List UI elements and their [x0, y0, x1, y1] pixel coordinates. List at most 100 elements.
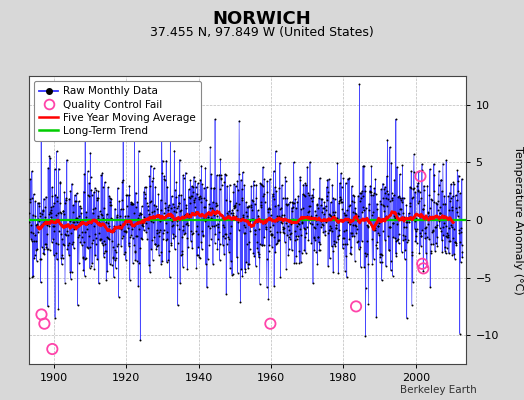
- Point: [39, 246, 48, 252]
- Point: [386, 224, 395, 230]
- Point: [144, 202, 152, 209]
- Point: [128, 201, 137, 207]
- Point: [158, 157, 167, 164]
- Point: [160, 173, 168, 179]
- Point: [121, 213, 129, 220]
- Point: [189, 230, 198, 236]
- Point: [276, 160, 284, 166]
- Point: [381, 263, 390, 269]
- Point: [94, 280, 103, 287]
- Point: [250, 226, 259, 233]
- Point: [304, 237, 313, 244]
- Point: [326, 211, 334, 218]
- Point: [101, 240, 109, 247]
- Point: [46, 214, 54, 221]
- Point: [328, 228, 336, 234]
- Point: [64, 252, 73, 258]
- Point: [103, 268, 112, 274]
- Point: [449, 234, 457, 241]
- Point: [30, 255, 38, 261]
- Point: [257, 202, 265, 208]
- Point: [123, 203, 131, 209]
- Point: [34, 200, 42, 206]
- Point: [139, 218, 148, 224]
- Point: [51, 240, 60, 246]
- Point: [221, 235, 229, 242]
- Point: [403, 215, 412, 222]
- Point: [389, 220, 397, 226]
- Point: [243, 204, 252, 210]
- Point: [121, 228, 129, 234]
- Point: [426, 284, 434, 290]
- Point: [49, 223, 58, 229]
- Point: [356, 190, 364, 196]
- Point: [256, 204, 265, 210]
- Point: [240, 182, 248, 188]
- Point: [226, 210, 235, 216]
- Point: [416, 230, 424, 236]
- Point: [154, 206, 162, 212]
- Point: [346, 221, 354, 227]
- Point: [391, 116, 400, 122]
- Point: [376, 198, 385, 204]
- Point: [433, 207, 442, 213]
- Point: [296, 225, 304, 232]
- Point: [399, 237, 407, 243]
- Point: [234, 186, 242, 193]
- Point: [406, 184, 414, 190]
- Point: [420, 182, 428, 189]
- Point: [41, 241, 50, 248]
- Point: [37, 256, 45, 262]
- Point: [415, 198, 423, 204]
- Point: [98, 240, 106, 246]
- Point: [351, 205, 359, 212]
- Point: [28, 230, 37, 236]
- Point: [369, 208, 377, 215]
- Point: [377, 277, 386, 284]
- Point: [371, 225, 379, 231]
- Point: [445, 238, 453, 244]
- Point: [118, 233, 127, 239]
- Point: [164, 257, 172, 263]
- Point: [270, 203, 279, 209]
- Point: [269, 222, 277, 229]
- Point: [128, 200, 136, 206]
- Point: [236, 217, 244, 223]
- Point: [128, 260, 137, 266]
- Point: [89, 236, 97, 243]
- Point: [247, 183, 255, 189]
- Point: [80, 239, 88, 246]
- Point: [347, 230, 356, 236]
- Point: [315, 195, 323, 201]
- Point: [341, 212, 350, 218]
- Point: [186, 177, 194, 184]
- Point: [181, 170, 190, 176]
- Point: [346, 250, 355, 256]
- Point: [107, 195, 115, 202]
- Point: [421, 235, 429, 242]
- Point: [319, 205, 327, 212]
- Point: [60, 189, 69, 195]
- Point: [158, 132, 166, 138]
- Point: [26, 176, 35, 182]
- Point: [119, 130, 127, 136]
- Point: [152, 203, 160, 210]
- Point: [433, 242, 442, 249]
- Point: [263, 256, 271, 262]
- Point: [147, 246, 155, 252]
- Point: [275, 237, 283, 243]
- Point: [235, 200, 243, 207]
- Point: [169, 234, 178, 241]
- Point: [147, 162, 155, 169]
- Point: [233, 178, 242, 184]
- Point: [157, 260, 165, 267]
- Point: [235, 118, 243, 124]
- Point: [429, 228, 437, 234]
- Point: [94, 195, 102, 202]
- Point: [393, 164, 401, 170]
- Point: [301, 180, 309, 186]
- Point: [218, 212, 226, 218]
- Point: [300, 247, 309, 254]
- Point: [359, 163, 367, 169]
- Point: [150, 202, 159, 208]
